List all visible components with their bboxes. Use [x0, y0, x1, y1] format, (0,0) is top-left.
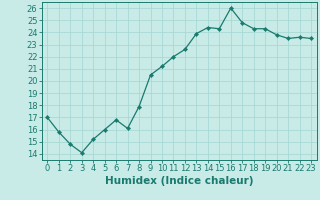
X-axis label: Humidex (Indice chaleur): Humidex (Indice chaleur)	[105, 176, 253, 186]
